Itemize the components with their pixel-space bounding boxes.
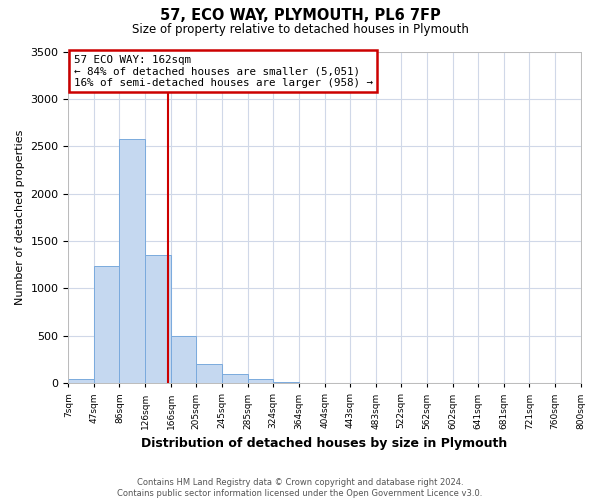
- Text: Contains HM Land Registry data © Crown copyright and database right 2024.
Contai: Contains HM Land Registry data © Crown c…: [118, 478, 482, 498]
- Bar: [119, 138, 145, 384]
- Bar: [171, 336, 196, 384]
- Bar: [145, 256, 171, 384]
- Bar: [196, 364, 222, 384]
- Text: 57, ECO WAY, PLYMOUTH, PL6 7FP: 57, ECO WAY, PLYMOUTH, PL6 7FP: [160, 8, 440, 22]
- X-axis label: Distribution of detached houses by size in Plymouth: Distribution of detached houses by size …: [142, 437, 508, 450]
- Text: Size of property relative to detached houses in Plymouth: Size of property relative to detached ho…: [131, 22, 469, 36]
- Bar: [222, 374, 248, 384]
- Bar: [94, 266, 119, 384]
- Bar: [68, 378, 94, 384]
- Bar: [248, 380, 273, 384]
- Text: 57 ECO WAY: 162sqm
← 84% of detached houses are smaller (5,051)
16% of semi-deta: 57 ECO WAY: 162sqm ← 84% of detached hou…: [74, 55, 373, 88]
- Bar: [273, 382, 299, 384]
- Y-axis label: Number of detached properties: Number of detached properties: [15, 130, 25, 305]
